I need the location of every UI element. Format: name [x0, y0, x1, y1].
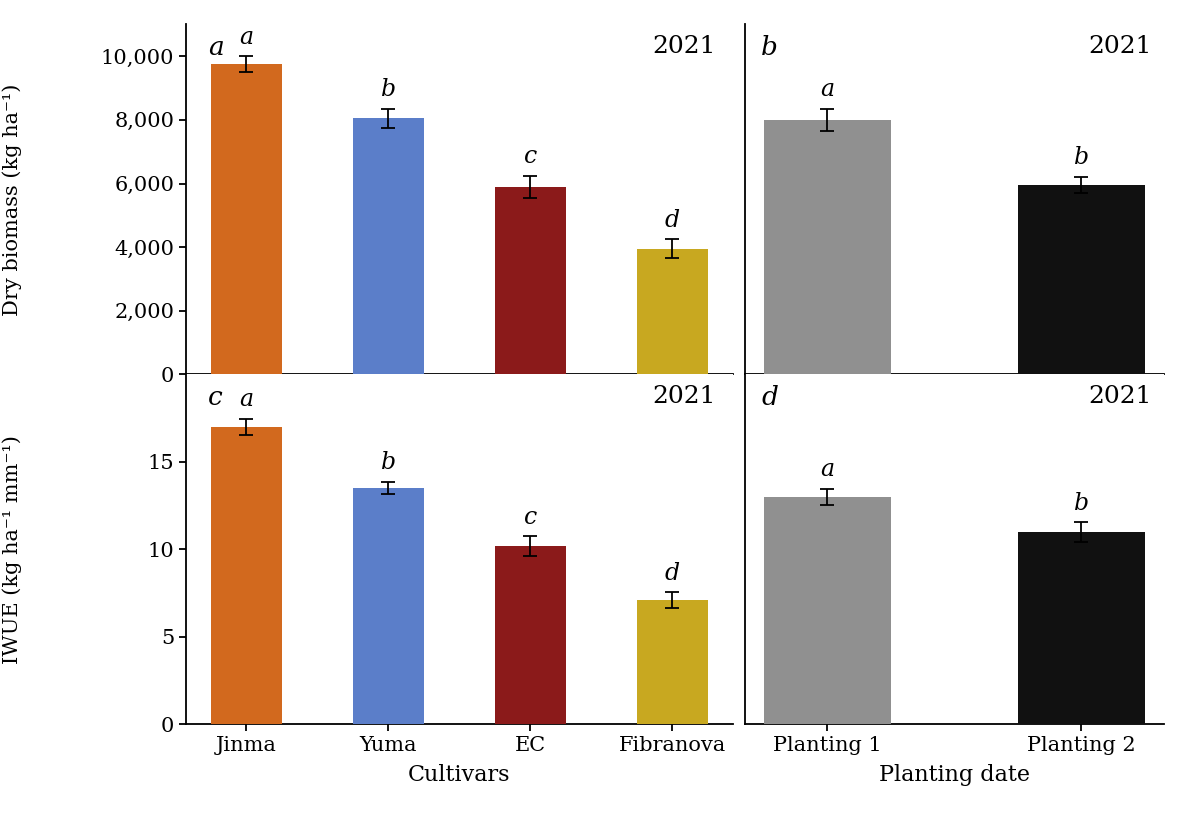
Text: 2021: 2021: [653, 385, 716, 408]
Bar: [637, 249, 708, 374]
Bar: [1018, 532, 1145, 724]
Bar: [637, 600, 708, 724]
Text: IWUE (kg ha⁻¹ mm⁻¹): IWUE (kg ha⁻¹ mm⁻¹): [2, 435, 22, 664]
X-axis label: Cultivars: Cultivars: [408, 764, 510, 786]
Text: 2021: 2021: [1088, 385, 1152, 408]
Bar: [1018, 185, 1145, 374]
Text: b: b: [761, 35, 779, 60]
Text: a: a: [239, 388, 253, 411]
Text: d: d: [761, 385, 779, 410]
Text: b: b: [1074, 492, 1088, 514]
Text: Dry biomass (kg ha⁻¹): Dry biomass (kg ha⁻¹): [2, 83, 22, 316]
Bar: [494, 546, 565, 724]
Bar: [494, 186, 565, 374]
Text: 2021: 2021: [653, 35, 716, 58]
Text: c: c: [208, 385, 223, 410]
Text: d: d: [665, 208, 679, 231]
Text: b: b: [1074, 147, 1088, 169]
Bar: [353, 488, 424, 724]
Text: 2021: 2021: [1088, 35, 1152, 58]
Bar: [211, 427, 282, 724]
Bar: [211, 64, 282, 374]
Text: c: c: [523, 505, 536, 528]
Bar: [763, 497, 890, 724]
Text: a: a: [239, 25, 253, 49]
Text: a: a: [208, 35, 223, 60]
X-axis label: Planting date: Planting date: [878, 764, 1030, 786]
Text: a: a: [820, 458, 834, 481]
Text: d: d: [665, 562, 679, 584]
Text: b: b: [380, 78, 396, 101]
Bar: [763, 120, 890, 374]
Text: c: c: [523, 145, 536, 168]
Text: a: a: [820, 78, 834, 101]
Bar: [353, 118, 424, 374]
Text: b: b: [380, 452, 396, 475]
